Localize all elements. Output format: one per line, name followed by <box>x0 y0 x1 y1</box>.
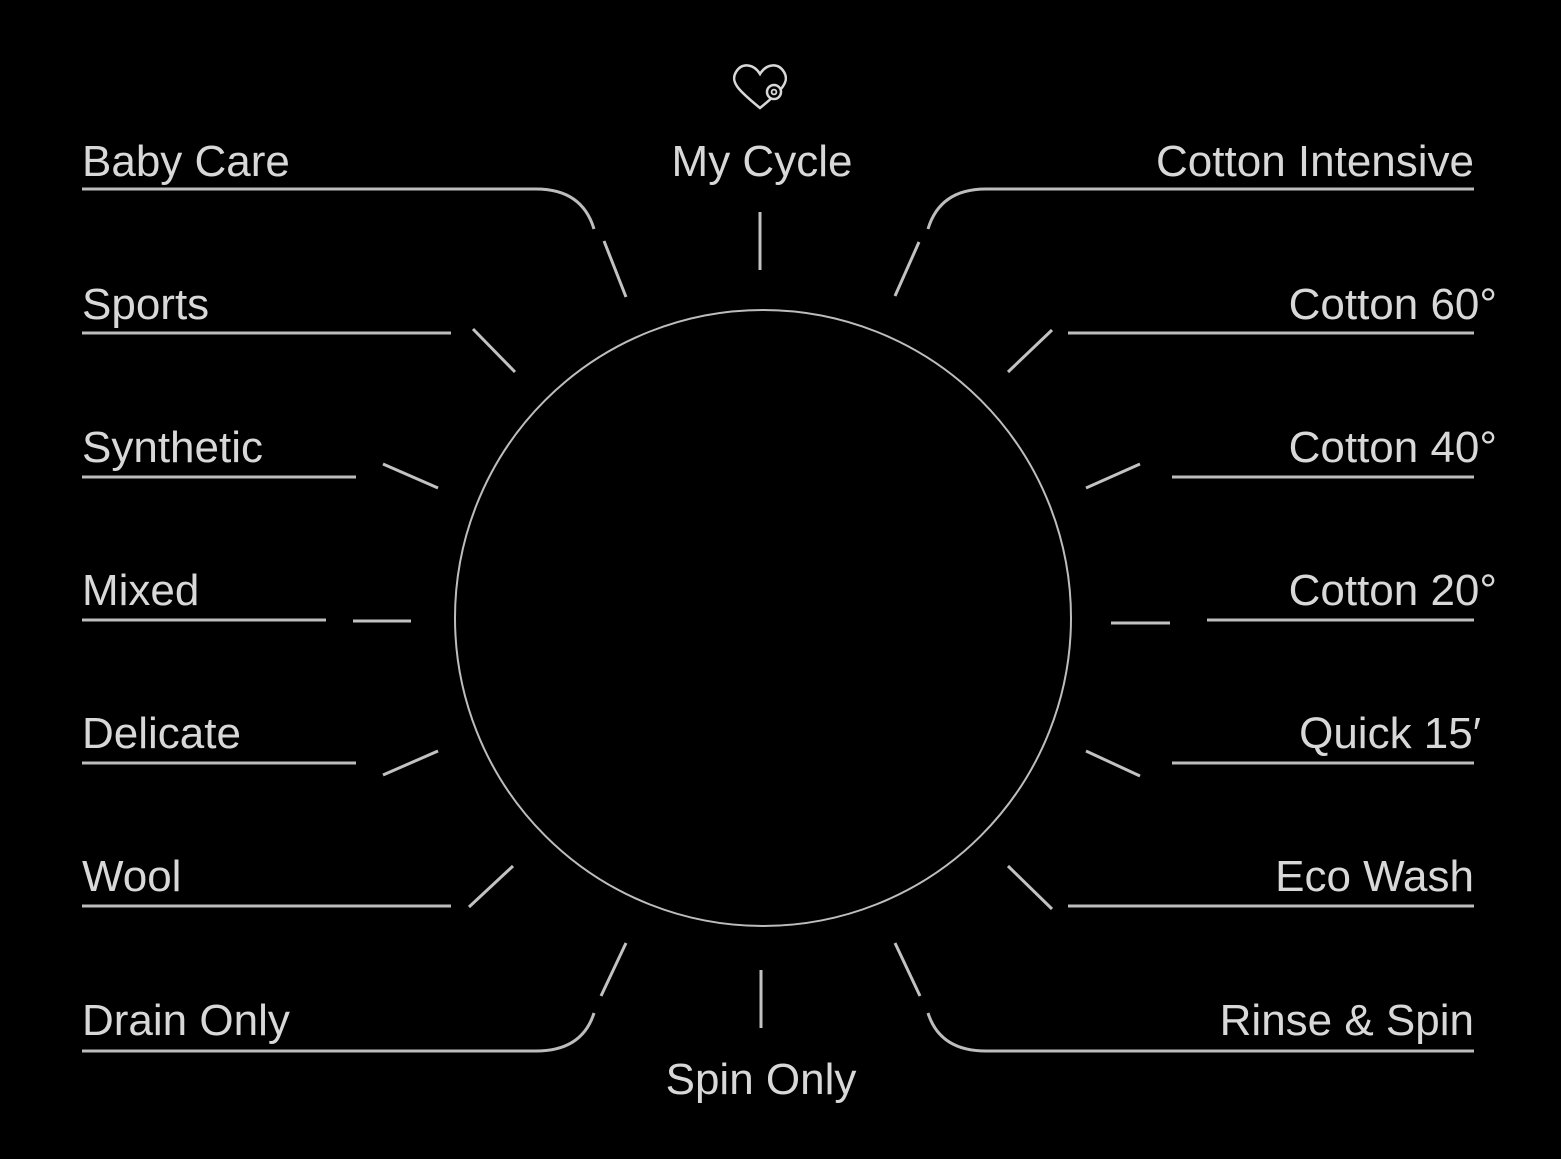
program-label-eco-wash[interactable]: Eco Wash <box>1275 852 1474 901</box>
guide-line-rinse-and-spin <box>926 1012 1474 1053</box>
tick-mark-quick-15[interactable] <box>1085 749 1141 778</box>
program-label-cotton-20[interactable]: Cotton 20° <box>1289 566 1497 615</box>
tick-mark-cotton-60[interactable] <box>1006 328 1054 374</box>
program-label-cotton-40[interactable]: Cotton 40° <box>1289 423 1497 472</box>
tick-mark-baby-care[interactable] <box>602 240 628 298</box>
tick-mark-drain-only[interactable] <box>599 942 628 997</box>
program-label-quick-15[interactable]: Quick 15′ <box>1299 709 1481 758</box>
tick-mark-wool[interactable] <box>467 864 515 909</box>
program-label-drain-only[interactable]: Drain Only <box>82 996 290 1045</box>
tick-mark-synthetic[interactable] <box>382 462 439 490</box>
program-label-delicate[interactable]: Delicate <box>82 709 241 758</box>
program-label-my-cycle[interactable]: My Cycle <box>672 137 853 186</box>
tick-mark-delicate[interactable] <box>382 749 439 777</box>
guide-line-drain-only <box>82 1012 596 1053</box>
tick-mark-eco-wash[interactable] <box>1006 864 1054 911</box>
program-label-baby-care[interactable]: Baby Care <box>82 137 290 186</box>
program-label-sports[interactable]: Sports <box>82 280 209 329</box>
program-label-cotton-intensive[interactable]: Cotton Intensive <box>1156 137 1474 186</box>
program-label-spin-only[interactable]: Spin Only <box>666 1055 857 1104</box>
tick-mark-rinse-and-spin[interactable] <box>893 942 922 997</box>
tick-mark-cotton-40[interactable] <box>1085 462 1141 490</box>
program-label-synthetic[interactable]: Synthetic <box>82 423 263 472</box>
tick-mark-sports[interactable] <box>471 327 517 374</box>
heart-gear-icon <box>732 64 788 110</box>
program-label-cotton-60[interactable]: Cotton 60° <box>1289 280 1497 329</box>
program-label-mixed[interactable]: Mixed <box>82 566 199 615</box>
guide-line-cotton-intensive <box>926 187 1474 230</box>
tick-mark-cotton-intensive[interactable] <box>893 241 921 297</box>
program-label-wool[interactable]: Wool <box>82 852 181 901</box>
dial-center-drum[interactable] <box>454 309 1072 927</box>
program-label-rinse-and-spin[interactable]: Rinse & Spin <box>1220 996 1474 1045</box>
guide-line-baby-care <box>82 187 596 230</box>
